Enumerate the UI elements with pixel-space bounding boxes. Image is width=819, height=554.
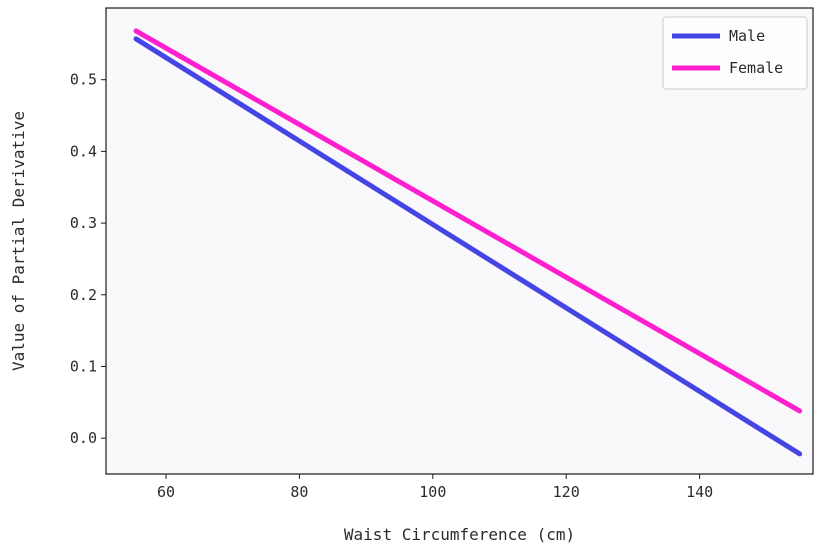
x-tick-label: 140 [686, 483, 713, 501]
x-tick-label: 80 [290, 483, 308, 501]
x-tick-label: 100 [419, 483, 446, 501]
y-tick-label: 0.0 [70, 429, 97, 447]
y-axis-label: Value of Partial Derivative [9, 111, 28, 371]
legend-label-female: Female [729, 59, 783, 77]
y-tick-label: 0.5 [70, 71, 97, 89]
x-tick-label: 120 [553, 483, 580, 501]
x-axis-label: Waist Circumference (cm) [344, 525, 575, 544]
x-tick-label: 60 [157, 483, 175, 501]
legend: Male Female [663, 17, 807, 89]
y-tick-label: 0.1 [70, 357, 97, 375]
legend-label-male: Male [729, 27, 765, 45]
y-tick-label: 0.4 [70, 142, 97, 160]
y-tick-label: 0.3 [70, 214, 97, 232]
y-axis-ticks: 0.0 0.1 0.2 0.3 0.4 0.5 [70, 71, 106, 447]
x-axis-ticks: 60 80 100 120 140 [157, 474, 713, 501]
y-tick-label: 0.2 [70, 286, 97, 304]
